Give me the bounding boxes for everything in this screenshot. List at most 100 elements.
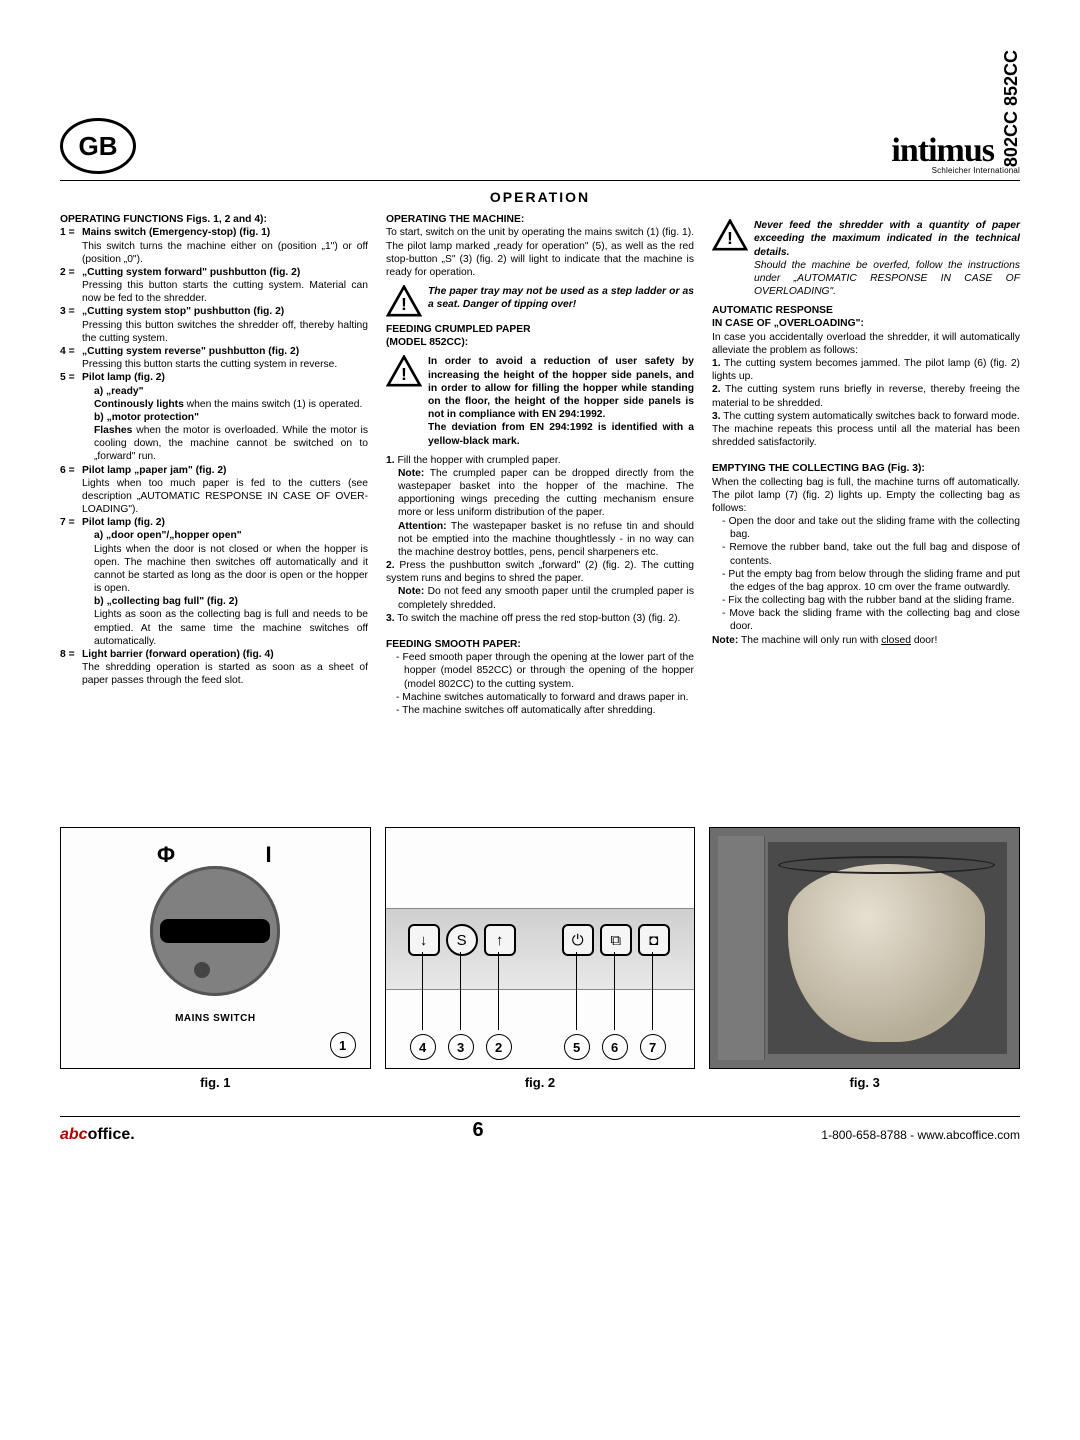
item5b-b2: when the motor is overloaded. While the … [94, 425, 368, 462]
warning-hopper: ! In order to avoid a reduction of user … [386, 355, 694, 447]
svg-text:!: ! [401, 364, 407, 384]
column-2: OPERATING THE MACHINE: To start, switch … [386, 213, 694, 717]
col3-h2: EMPTYING THE COLLECTING BAG (Fig. 3): [712, 462, 1020, 475]
ol1-3a: 3. [386, 613, 395, 624]
ol1-3: To switch the machine off press the red … [395, 613, 681, 624]
col3-h1a: AUTOMATIC RESPONSE [712, 304, 1020, 317]
item5-title: Pilot lamp (fig. 2) [82, 372, 165, 383]
stop-button-icon: S [446, 924, 478, 956]
country-badge: GB [60, 118, 136, 174]
item8-num: 8 = [60, 648, 82, 688]
empty-4: Fix the collecting bag with the rubber b… [722, 594, 1020, 607]
col3-note: Note: The machine will only run with clo… [712, 634, 1020, 647]
item7a-body: Lights when the door is not closed or wh… [94, 544, 368, 595]
callout-5: 5 [564, 1034, 590, 1060]
o3: The cutting system automatically switche… [721, 411, 1020, 422]
item1-body: This switch turns the machine either on … [82, 241, 368, 265]
brand-block: intimus 802CC 852CC Schleicher Internati… [891, 50, 1020, 174]
column-1: OPERATING FUNCTIONS Figs. 1, 2 and 4): 1… [60, 213, 368, 717]
figure-2: ↓ S ↑ ⏻ ⧉ ◘ 4 3 2 5 6 7 fig. 2 [385, 827, 696, 1090]
smooth-2: Machine switches automatically to forwar… [396, 691, 694, 704]
footer-contact: 1-800-658-8788 - www.abcoffice.com [821, 1128, 1020, 1142]
item5a-title: a) „ready" [94, 386, 144, 397]
item5b-b1: Flashes [94, 425, 132, 436]
ol1-att-b: Attention: [398, 521, 447, 532]
item8-title: Light barrier (forward operation) (fig. … [82, 649, 274, 660]
item7a-title: a) „door open"/„hopper open" [94, 530, 242, 541]
item5-num: 5 = [60, 371, 82, 463]
page-footer: abcoffice. 6 1-800-658-8788 - www.abcoff… [60, 1116, 1020, 1146]
empty-1: Open the door and take out the sliding f… [722, 515, 1020, 541]
o3a: 3. [712, 411, 721, 422]
ol1-1a: 1. [386, 455, 395, 466]
column-3: ! Never feed the shredder with a quantit… [712, 213, 1020, 717]
figure-1: Φ I MAINS SWITCH 1 fig. 1 [60, 827, 371, 1090]
warning-tray-text: The paper tray may not be used as a step… [428, 285, 694, 317]
item1-title: Mains switch (Emergency-stop) (fig. 1) [82, 227, 270, 238]
col2-h3: FEEDING SMOOTH PAPER: [386, 638, 694, 651]
mains-switch-label: MAINS SWITCH [175, 1013, 255, 1024]
jam-lamp-icon: ⧉ [600, 924, 632, 956]
col3-p3: When the collecting bag is full, the mac… [712, 476, 1020, 516]
page-header: GB intimus 802CC 852CC Schleicher Intern… [60, 50, 1020, 181]
item5a-b1: Continously lights [94, 399, 184, 410]
item4-num: 4 = [60, 345, 82, 371]
warning-icon: ! [386, 355, 422, 387]
section-title: OPERATION [60, 189, 1020, 205]
col2-h2a: FEEDING CRUMPLED PAPER [386, 323, 694, 336]
item6-num: 6 = [60, 464, 82, 517]
item5a-b2: when the mains switch (1) is operated. [184, 399, 363, 410]
warning-hopper-text: In order to avoid a reduction of user sa… [428, 355, 694, 447]
svg-text:!: ! [401, 294, 407, 314]
o1a: 1. [712, 358, 721, 369]
smooth-3: The machine switches off automatically a… [396, 704, 694, 717]
figures-row: Φ I MAINS SWITCH 1 fig. 1 ↓ S ↑ ⏻ ⧉ ◘ [60, 827, 1020, 1090]
mains-switch-knob [150, 866, 280, 996]
cabinet-door [718, 836, 765, 1060]
item7-num: 7 = [60, 516, 82, 648]
callout-2: 2 [486, 1034, 512, 1060]
fig2-label: fig. 2 [385, 1075, 696, 1090]
item1-num: 1 = [60, 226, 82, 266]
figure-3: fig. 3 [709, 827, 1020, 1090]
ol1-2: Press the pushbutton switch „forward" (2… [386, 560, 694, 584]
callout-7: 7 [640, 1034, 666, 1060]
col2-h1: OPERATING THE MACHINE: [386, 213, 694, 226]
col3-p2: The machine repeats this process until a… [712, 423, 1020, 449]
callout-1: 1 [330, 1032, 356, 1058]
item8-body: The shredding operation is started as so… [82, 662, 368, 686]
item4-body: Pressing this button starts the cutting … [82, 359, 337, 370]
w3-bi: Never feed the shredder with a quantity … [754, 220, 1020, 257]
o2: The cutting system runs briefly in rever… [712, 384, 1020, 408]
item7-title: Pilot lamp (fig. 2) [82, 517, 165, 528]
ol1-note-b: Note: [398, 468, 424, 479]
item6-body: Lights when too much paper is fed to the… [82, 478, 368, 515]
item2-body: Pressing this button starts the cutting … [82, 280, 368, 304]
smooth-1: Feed smooth paper through the opening at… [396, 651, 694, 691]
item7b-title: b) „collecting bag full" (fig. 2) [94, 596, 238, 607]
phi-symbol: Φ [157, 842, 175, 868]
item7b-body: Lights as soon as the collecting bag is … [94, 609, 368, 646]
col3-h1b: IN CASE OF „OVERLOADING": [712, 317, 1020, 330]
sliding-frame [778, 856, 995, 874]
empty-2: Remove the rubber band, take out the ful… [722, 541, 1020, 567]
warning-overfeed: ! Never feed the shredder with a quantit… [712, 219, 1020, 298]
empty-5: Move back the sliding frame with the col… [722, 607, 1020, 633]
item6-title: Pilot lamp „paper jam" (fig. 2) [82, 465, 226, 476]
svg-text:!: ! [727, 228, 733, 248]
col3-p1: In case you accidentally overload the sh… [712, 331, 1020, 357]
door-lamp-icon: ◘ [638, 924, 670, 956]
callout-4: 4 [410, 1034, 436, 1060]
reverse-button-icon: ↓ [408, 924, 440, 956]
ol1-1: Fill the hopper with crumpled paper. [395, 455, 561, 466]
fig3-label: fig. 3 [709, 1075, 1020, 1090]
ol1-2note-b: Note: [398, 586, 424, 597]
col1-heading: OPERATING FUNCTIONS Figs. 1, 2 and 4): [60, 213, 368, 226]
footer-logo: abcoffice. [60, 1126, 135, 1144]
content-columns: OPERATING FUNCTIONS Figs. 1, 2 and 4): 1… [60, 213, 1020, 717]
item3-body: Pressing this button switches the shredd… [82, 320, 368, 344]
warning-tray: ! The paper tray may not be used as a st… [386, 285, 694, 317]
item2-title: „Cutting system forward" pushbutton (fig… [82, 267, 300, 278]
warning-icon: ! [386, 285, 422, 317]
col2-p1: To start, switch on the unit by operatin… [386, 226, 694, 279]
